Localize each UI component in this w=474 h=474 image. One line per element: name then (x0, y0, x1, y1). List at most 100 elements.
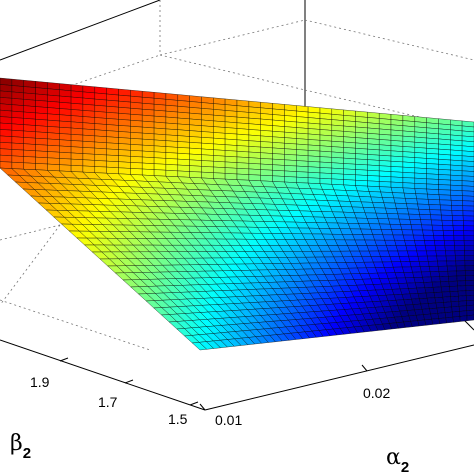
surface-cell (59, 158, 72, 166)
surface-cell (224, 127, 238, 135)
surface-cell (415, 193, 429, 200)
surface-cell (284, 126, 297, 134)
surface-cell (402, 161, 415, 168)
surface-cell (438, 179, 451, 186)
surface-cell (82, 104, 95, 112)
surface-cell (457, 280, 466, 287)
surface-cell (106, 130, 119, 138)
surface-cell (94, 166, 107, 174)
surface-cell (70, 121, 84, 130)
beta-tick-label: 1.7 (98, 394, 118, 410)
surface-cell (11, 142, 24, 151)
surface-cell (461, 145, 474, 152)
surface-cell (248, 123, 261, 131)
surface-cell (248, 163, 261, 170)
alpha-axis-label: α2 (386, 445, 409, 474)
surface-cell (402, 146, 415, 153)
surface-cell (201, 154, 214, 162)
surface-cell (426, 188, 440, 195)
surface-cell (405, 245, 417, 252)
surface-cell (82, 116, 95, 124)
surface-cell (415, 314, 425, 321)
surface-cell (248, 151, 261, 159)
surface-cell (431, 318, 441, 325)
surface-cell (94, 92, 107, 101)
surface-cell (463, 225, 474, 232)
surface-cell (367, 180, 380, 187)
surface-cell (382, 197, 396, 204)
surface-cell (177, 141, 190, 149)
surface-cell (47, 138, 60, 147)
surface-cell (70, 146, 84, 154)
surface-cell (35, 125, 48, 133)
surface-cell (424, 287, 435, 294)
surface-cell (59, 133, 72, 141)
surface-cell (456, 275, 466, 282)
surface-cell (465, 280, 474, 286)
surface-cell (450, 184, 463, 191)
surface-cell (118, 125, 131, 133)
surface-cell (446, 260, 457, 267)
tick-mark (59, 357, 69, 362)
surface-cell (82, 134, 95, 143)
surface-cell (59, 95, 72, 104)
surface-cell (431, 281, 442, 288)
surface-cell (423, 281, 434, 288)
surface-cell (450, 174, 463, 181)
surface-cell (383, 202, 397, 209)
surface-cell (260, 152, 273, 160)
surface-cell (463, 220, 474, 227)
surface-cell (201, 131, 214, 139)
surface-cell (284, 131, 297, 139)
surface-cell (388, 218, 401, 225)
surface-cell (450, 179, 463, 186)
surface-cell (343, 152, 356, 160)
surface-cell (409, 261, 421, 268)
surface-cell (153, 157, 167, 165)
surface-cell (165, 164, 178, 172)
surface-cell (0, 135, 13, 144)
surface-cell (201, 142, 214, 150)
surface-cell (296, 143, 309, 151)
surface-cell (260, 163, 273, 171)
surface-cell (142, 132, 155, 141)
surface-cell (130, 156, 143, 164)
surface-cell (403, 272, 415, 278)
surface-cell (429, 307, 439, 315)
surface-cell (430, 313, 440, 320)
surface-cell (213, 137, 226, 145)
surface-cell (446, 265, 457, 272)
surface-cell (307, 139, 321, 146)
surface-cell (402, 266, 413, 273)
surface-cell (450, 149, 463, 156)
surface-cell (362, 207, 377, 214)
surface-cell (213, 149, 226, 157)
surface-cell (82, 165, 95, 173)
surface-cell (94, 105, 107, 113)
surface-cell (35, 156, 48, 165)
surface-cell (59, 102, 72, 110)
surface-cell (345, 190, 360, 197)
surface-cell (367, 143, 380, 151)
surface-cell (436, 307, 446, 314)
surface-cell (0, 154, 13, 163)
surface-cell (438, 189, 451, 196)
surface-cell (177, 153, 190, 160)
surface-cell (177, 147, 190, 155)
surface-cell (438, 184, 451, 191)
surface-cell (213, 161, 226, 168)
surface-cell (426, 183, 439, 190)
surface-cell (379, 223, 392, 230)
surface-cell (396, 277, 408, 284)
surface-cell (355, 174, 368, 181)
surface-cell (47, 101, 60, 109)
surface-cell (429, 271, 440, 278)
surface-cell (410, 224, 423, 231)
grid-line (0, 224, 61, 306)
surface-cell (236, 162, 250, 170)
surface-cell (343, 184, 358, 192)
surface-cell (11, 149, 24, 157)
surface-cell (23, 118, 36, 126)
surface-cell (331, 162, 344, 169)
surface-cell (319, 172, 332, 180)
